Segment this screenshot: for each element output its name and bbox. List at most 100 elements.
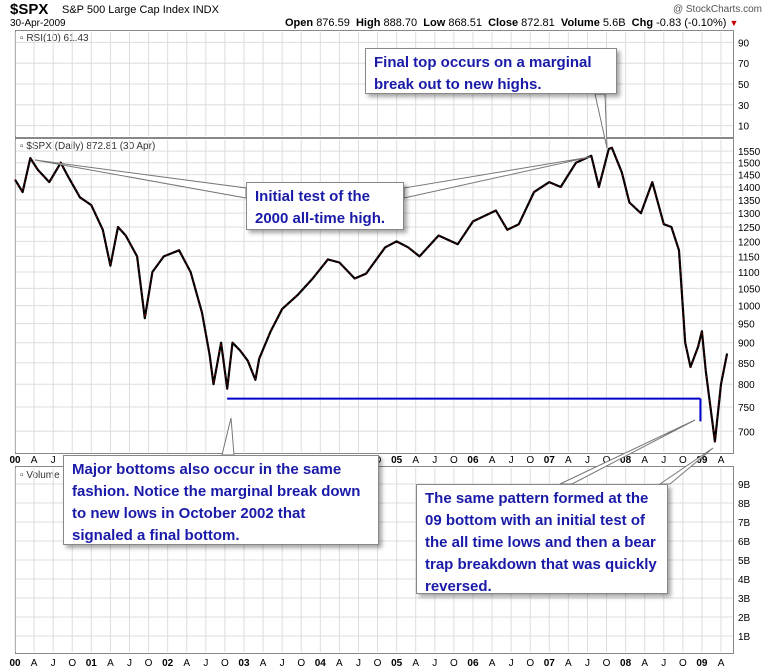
- volume-x-tick-label: J: [585, 658, 590, 669]
- callout-major-bottoms: Major bottoms also occur in the same fas…: [63, 455, 379, 545]
- price-x-tick-label: J: [585, 455, 590, 466]
- volume-x-tick-label: O: [526, 658, 534, 669]
- price-x-tick-label: 09: [696, 455, 708, 466]
- price-tick-label: 700: [738, 427, 755, 438]
- price-x-tick-label: 06: [467, 455, 479, 466]
- volume-tick-label: 7B: [738, 518, 751, 529]
- close-label: Close: [488, 17, 519, 29]
- price-tick-label: 1500: [738, 159, 761, 170]
- symbol: $SPX: [10, 1, 49, 18]
- quote-bar: Open 876.59 High 888.70 Low 868.51 Close…: [285, 17, 738, 29]
- low-value: 868.51: [448, 17, 482, 29]
- price-x-tick-label: A: [412, 455, 419, 466]
- volume-x-tick-label: 07: [544, 658, 556, 669]
- volume-x-tick-label: J: [356, 658, 361, 669]
- volume-x-tick-label: A: [565, 658, 572, 669]
- pointer-initial-test-left: [34, 159, 247, 199]
- price-x-tick-label: O: [450, 455, 458, 466]
- volume-tick-label: 3B: [738, 594, 751, 605]
- volume-x-tick-label: O: [221, 658, 229, 669]
- price-x-tick-label: O: [603, 455, 611, 466]
- volume-x-tick-label: O: [145, 658, 153, 669]
- pointer-final-top: [594, 93, 608, 149]
- volume-x-tick-label: A: [31, 658, 38, 669]
- down-arrow-icon: ▼: [729, 18, 739, 28]
- price-x-tick-label: 00: [9, 455, 21, 466]
- price-x-tick-label: 05: [391, 455, 403, 466]
- price-tick-label: 750: [738, 403, 755, 414]
- volume-tick-label: 6B: [738, 537, 751, 548]
- volume-x-tick-label: J: [661, 658, 666, 669]
- volume-x-tick-label: A: [336, 658, 343, 669]
- volume-x-tick-label: 01: [86, 658, 98, 669]
- chg-value: -0.83 (-0.10%): [656, 17, 727, 29]
- volume-x-tick-label: J: [203, 658, 208, 669]
- rsi-tick-label: 30: [738, 101, 750, 112]
- volume-x-tick-label: 00: [9, 658, 21, 669]
- volume-x-tick-label: A: [260, 658, 267, 669]
- price-x-tick-label: A: [489, 455, 496, 466]
- price-tick-label: 1400: [738, 183, 761, 194]
- price-tick-label: 900: [738, 339, 755, 350]
- volume-tick-label: 8B: [738, 499, 751, 510]
- volume-label: Volume: [560, 17, 600, 29]
- pointer-initial-test-right: [403, 156, 591, 199]
- volume-x-tick-label: J: [280, 658, 285, 669]
- price-tick-label: 1350: [738, 196, 761, 207]
- open-label: Open: [285, 17, 314, 29]
- volume-tick-label: 9B: [738, 480, 751, 491]
- watermark: @ StockCharts.com: [672, 4, 762, 15]
- volume-x-tick-label: A: [412, 658, 419, 669]
- price-x-tick-label: A: [565, 455, 572, 466]
- volume-x-tick-label: O: [603, 658, 611, 669]
- price-x-tick-label: A: [641, 455, 648, 466]
- low-label: Low: [423, 17, 446, 29]
- volume-value: 5.6B: [602, 17, 626, 29]
- volume-x-tick-label: 02: [162, 658, 174, 669]
- volume-icon: ▫: [20, 470, 24, 481]
- price-tick-label: 1200: [738, 237, 761, 248]
- volume-label: ▫ Volume: [20, 470, 60, 481]
- volume-x-tick-label: J: [509, 658, 514, 669]
- price-icon: ▫: [20, 141, 24, 152]
- index-name: S&P 500 Large Cap Index INDX: [62, 4, 219, 16]
- volume-x-tick-label: A: [183, 658, 190, 669]
- volume-x-tick-label: O: [68, 658, 76, 669]
- volume-x-tick-label: J: [51, 658, 56, 669]
- volume-x-tick-label: A: [107, 658, 114, 669]
- price-tick-label: 1450: [738, 171, 761, 182]
- rsi-tick-label: 10: [738, 122, 750, 133]
- callout-final-top: Final top occurs on a marginal break out…: [365, 48, 617, 94]
- rsi-icon: ▫: [20, 33, 24, 44]
- volume-x-tick-label: J: [127, 658, 132, 669]
- volume-x-tick-label: 03: [238, 658, 250, 669]
- price-x-tick-label: J: [51, 455, 56, 466]
- price-x-tick-label: O: [679, 455, 687, 466]
- spx-down-ticks: [14, 147, 728, 442]
- volume-x-tick-label: 04: [315, 658, 327, 669]
- price-tick-label: 1300: [738, 209, 761, 220]
- volume-tick-label: 5B: [738, 556, 751, 567]
- price-x-tick-label: O: [526, 455, 534, 466]
- chg-label: Chg: [631, 17, 654, 29]
- price-x-tick-label: J: [661, 455, 666, 466]
- volume-x-tick-label: O: [679, 658, 687, 669]
- volume-x-tick-label: O: [450, 658, 458, 669]
- price-tick-label: 950: [738, 320, 755, 331]
- price-x-tick-label: J: [509, 455, 514, 466]
- volume-x-tick-label: J: [432, 658, 437, 669]
- rsi-tick-label: 50: [738, 80, 750, 91]
- price-tick-label: 1550: [738, 147, 761, 158]
- high-value: 888.70: [383, 17, 418, 29]
- callout-initial-test: Initial test of the 2000 all-time high.: [246, 182, 404, 230]
- price-tick-label: 1150: [738, 252, 760, 263]
- price-tick-label: 1000: [738, 302, 761, 313]
- price-x-tick-label: J: [432, 455, 437, 466]
- price-tick-label: 1250: [738, 223, 761, 234]
- price-x-tick-label: 07: [544, 455, 556, 466]
- price-tick-label: 850: [738, 359, 755, 370]
- rsi-tick-label: 70: [738, 59, 750, 70]
- price-tick-label: 1050: [738, 284, 761, 295]
- volume-x-tick-label: 08: [620, 658, 632, 669]
- volume-x-tick-label: A: [641, 658, 648, 669]
